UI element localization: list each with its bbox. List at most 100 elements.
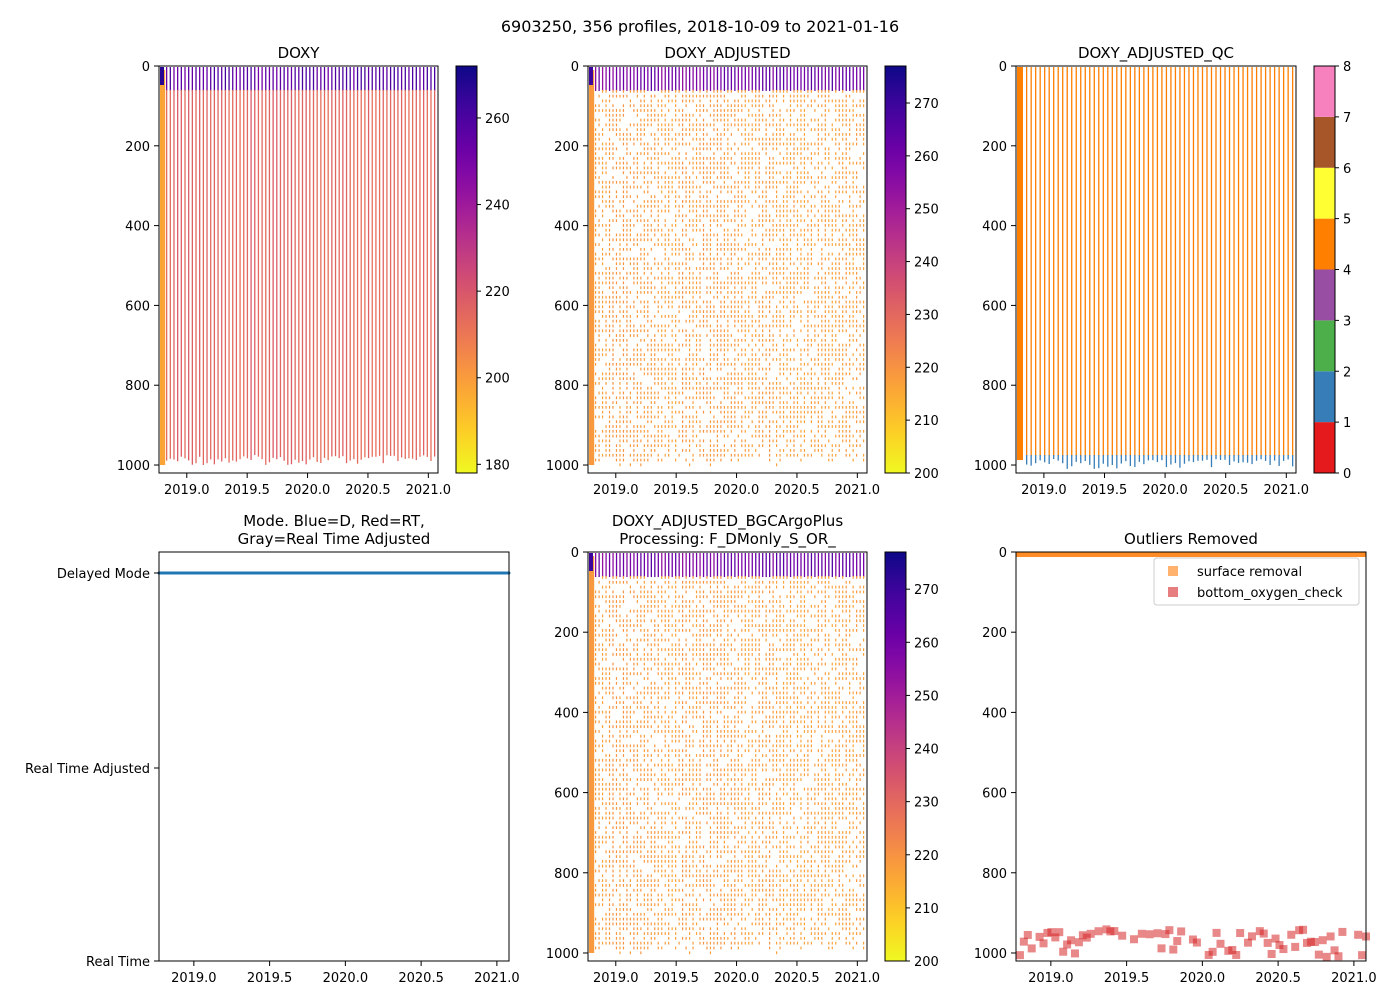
deep-sample <box>737 166 739 170</box>
deep-sample <box>755 358 757 361</box>
deep-sample <box>758 300 760 304</box>
deep-sample <box>640 281 642 285</box>
deep-sample <box>688 300 691 304</box>
deep-sample <box>615 166 618 170</box>
deep-sample <box>640 382 642 385</box>
deep-sample <box>629 257 632 261</box>
deep-sample <box>842 123 844 127</box>
deep-sample <box>782 343 785 347</box>
deep-sample <box>817 348 819 352</box>
deep-sample <box>734 195 736 199</box>
deep-sample <box>608 286 611 290</box>
deep-sample <box>668 314 670 318</box>
deep-sample <box>744 166 746 170</box>
deep-sample <box>709 286 712 290</box>
deep-sample <box>647 386 649 390</box>
deep-sample <box>654 300 656 304</box>
deep-sample <box>595 405 597 409</box>
deep-sample <box>835 405 837 409</box>
profile-column <box>323 67 326 458</box>
deep-sample <box>786 286 788 290</box>
deep-sample <box>810 252 812 256</box>
deep-sample <box>647 152 649 155</box>
deep-sample <box>831 262 833 266</box>
profile-column <box>1201 67 1204 461</box>
deep-sample <box>709 305 712 309</box>
deep-sample <box>765 434 767 438</box>
deep-sample <box>762 391 764 395</box>
deep-sample <box>657 113 659 117</box>
deep-sample <box>598 204 600 208</box>
deep-sample <box>626 415 628 419</box>
deep-sample <box>796 128 799 132</box>
deep-sample <box>730 190 732 194</box>
deep-sample <box>608 314 611 318</box>
deep-sample <box>640 291 642 294</box>
deep-sample <box>821 396 823 400</box>
deep-sample <box>605 343 607 347</box>
deep-segment <box>195 89 197 464</box>
deep-sample <box>702 133 705 136</box>
deep-sample <box>775 281 778 285</box>
deep-sample <box>619 449 621 452</box>
deep-sample <box>678 358 680 361</box>
deep-sample <box>619 329 621 333</box>
deep-sample <box>605 300 607 304</box>
deep-sample <box>769 142 771 146</box>
deep-sample <box>835 281 837 285</box>
deep-sample <box>699 305 701 309</box>
deep-sample <box>601 377 604 381</box>
profile-column <box>169 67 171 459</box>
deep-sample <box>842 324 844 328</box>
deep-segment <box>287 89 289 465</box>
deep-sample <box>824 396 826 400</box>
deep-sample <box>702 94 705 98</box>
deep-sample <box>762 324 764 328</box>
surface-segment <box>751 67 753 91</box>
deep-sample <box>810 195 812 199</box>
deep-sample <box>727 257 729 261</box>
deep-sample <box>709 214 712 218</box>
deep-sample <box>706 286 708 290</box>
deep-sample <box>765 152 767 155</box>
profile-column <box>695 67 698 448</box>
deep-sample <box>692 204 694 208</box>
deep-sample <box>856 377 858 381</box>
deep-sample <box>751 382 753 385</box>
deep-sample <box>643 262 645 266</box>
deep-sample <box>824 243 826 246</box>
deep-sample <box>762 219 764 223</box>
deep-sample <box>765 133 767 136</box>
deep-sample <box>793 453 795 457</box>
deep-sample <box>737 386 739 390</box>
deep-sample <box>688 415 691 419</box>
deep-sample <box>758 348 760 352</box>
deep-sample <box>737 425 739 428</box>
deep-sample <box>636 410 638 414</box>
deep-sample <box>741 89 743 93</box>
deep-sample <box>633 458 635 462</box>
deep-sample <box>661 295 663 299</box>
profile-column <box>1138 67 1141 462</box>
deep-sample <box>636 214 638 218</box>
deep-sample <box>775 113 778 117</box>
deep-sample <box>626 367 628 371</box>
deep-sample <box>821 348 823 352</box>
deep-sample <box>838 276 840 280</box>
deep-sample <box>849 367 851 371</box>
deep-sample <box>758 429 760 433</box>
profile-column <box>161 70 163 466</box>
deep-sample <box>852 99 854 103</box>
deep-sample <box>849 204 851 208</box>
deep-sample <box>755 267 757 270</box>
deep-sample <box>595 133 597 136</box>
deep-sample <box>817 276 819 280</box>
deep-sample <box>692 113 694 117</box>
deep-sample <box>849 156 851 160</box>
deep-sample <box>786 444 788 448</box>
qc-bottom-segment <box>1251 455 1253 465</box>
deep-sample <box>782 118 785 122</box>
deep-sample <box>730 200 732 203</box>
qc-bottom-segment <box>1125 455 1127 462</box>
profile-column <box>268 67 271 463</box>
